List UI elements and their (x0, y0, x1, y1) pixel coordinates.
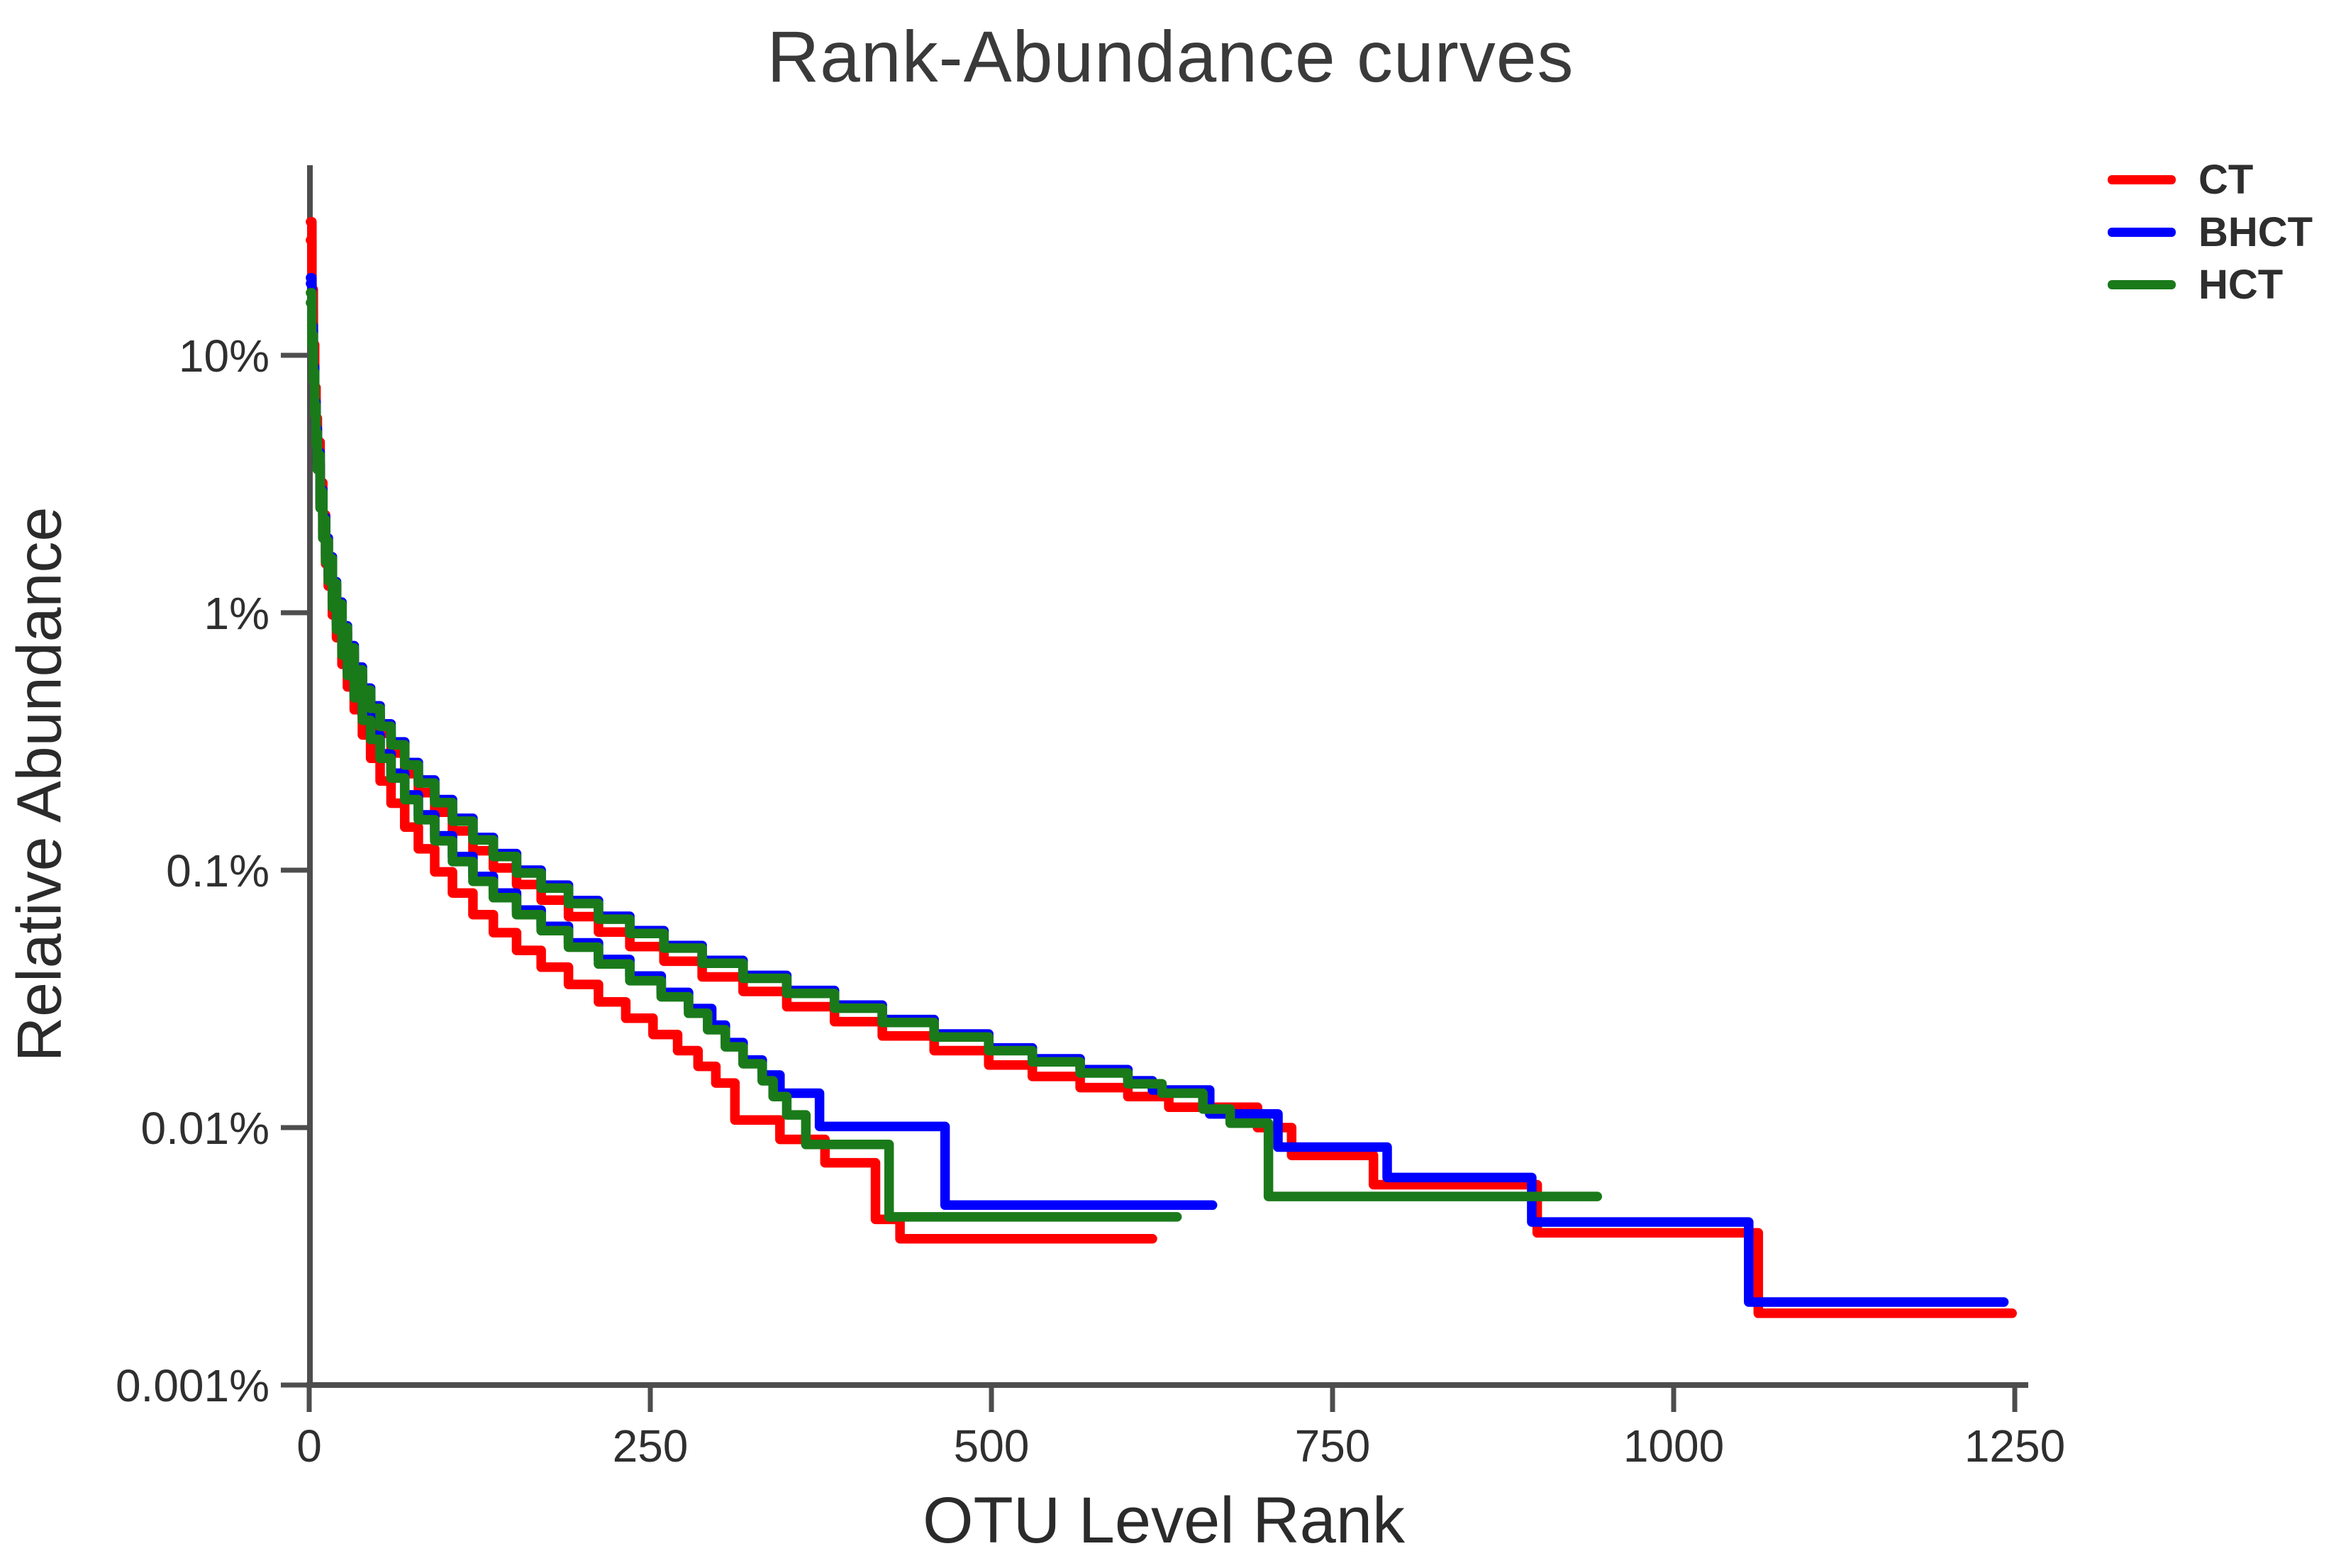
y-tick-label: 0.01% (141, 1103, 269, 1154)
series-HCT-1-line (306, 288, 1603, 1201)
series-HCT-2-line (306, 298, 1182, 1222)
x-tick-label: 1250 (1964, 1420, 2065, 1472)
legend-swatch-HCT (2108, 279, 2176, 289)
y-tick-label: 0.1% (166, 845, 269, 896)
x-axis-title: OTU Level Rank (922, 1484, 1406, 1557)
chart-title: Rank-Abundance curves (767, 16, 1574, 97)
x-tick-label: 1000 (1623, 1420, 1724, 1472)
legend: CT BHCT HCT (2108, 153, 2313, 311)
y-tick-label: 0.001% (116, 1360, 269, 1411)
legend-swatch-CT (2108, 174, 2176, 184)
legend-label-BHCT: BHCT (2198, 208, 2313, 255)
series-BHCT-1-line (306, 272, 2009, 1307)
legend-item-CT: CT (2108, 153, 2313, 206)
x-tick-label: 0 (296, 1420, 322, 1472)
legend-label-HCT: HCT (2198, 261, 2284, 308)
legend-item-BHCT: BHCT (2108, 206, 2313, 258)
legend-swatch-BHCT (2108, 227, 2176, 237)
x-tick-label: 750 (1295, 1420, 1371, 1472)
series-CT-2-line (306, 235, 1157, 1244)
x-tick-label: 250 (613, 1420, 689, 1472)
series-CT-1-line (306, 217, 2017, 1318)
legend-label-CT: CT (2198, 156, 2254, 203)
y-tick-label: 1% (204, 588, 270, 639)
x-tick-label: 500 (954, 1420, 1030, 1472)
legend-item-HCT: HCT (2108, 258, 2313, 311)
y-tick-label: 10% (179, 330, 269, 382)
